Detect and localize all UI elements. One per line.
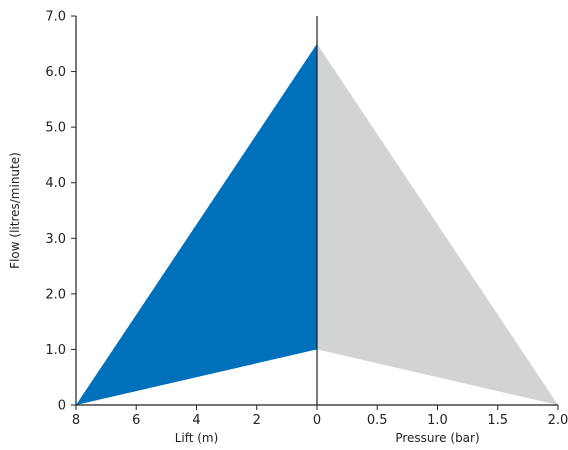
left-x-tick-label: 8 bbox=[72, 413, 80, 428]
left-axis-title: Lift (m) bbox=[175, 431, 219, 445]
y-tick-label: 4.0 bbox=[45, 176, 66, 191]
left-area-polygon bbox=[76, 43, 317, 406]
y-tick-label: 3.0 bbox=[45, 232, 66, 247]
y-tick-label: 6.0 bbox=[45, 65, 66, 80]
right-x-tick-label: 1.0 bbox=[427, 413, 448, 428]
left-x-tick-label: 4 bbox=[192, 413, 200, 428]
left-x-tick-label: 0 bbox=[313, 413, 321, 428]
right-x-tick-label: 1.5 bbox=[487, 413, 508, 428]
y-tick-label: 2.0 bbox=[45, 287, 66, 302]
right-x-tick-label: 0.5 bbox=[367, 413, 388, 428]
y-tick-label: 5.0 bbox=[45, 121, 66, 136]
y-tick-label: 7.0 bbox=[45, 10, 66, 25]
left-x-tick-label: 6 bbox=[132, 413, 140, 428]
left-x-tick-label: 2 bbox=[253, 413, 261, 428]
right-axis-title: Pressure (bar) bbox=[395, 431, 479, 445]
y-axis-title: Flow (litres/minute) bbox=[8, 152, 22, 269]
y-tick-label: 0 bbox=[58, 399, 66, 414]
right-area-polygon bbox=[317, 43, 558, 406]
right-x-tick-label: 2.0 bbox=[548, 413, 568, 428]
y-tick-label: 1.0 bbox=[45, 343, 66, 358]
chart-areas bbox=[76, 43, 558, 406]
chart-ticks: 0 1.0 2.0 3.0 4.0 5.0 6.0 7.0 8 6 4 2 0 0.5 1.0 1.5 2.0 bbox=[45, 10, 568, 429]
